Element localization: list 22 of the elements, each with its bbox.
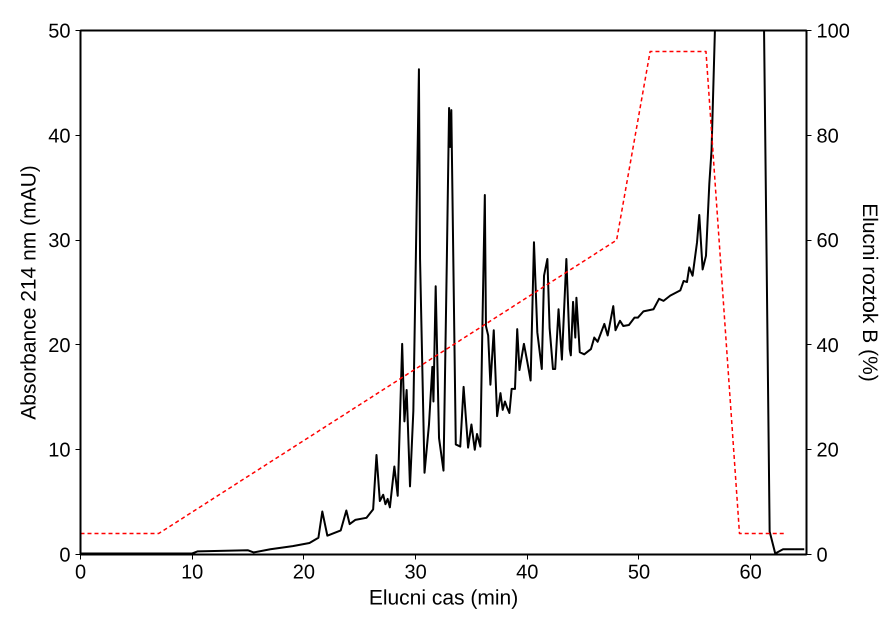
x-tick-label: 20 bbox=[292, 562, 316, 584]
y-tick-label: 50 bbox=[48, 20, 71, 42]
y-tick-label: 20 bbox=[48, 334, 71, 357]
y2-tick-label: 60 bbox=[816, 230, 839, 252]
x-tick-label: 40 bbox=[516, 562, 538, 584]
y2-tick-label: 0 bbox=[816, 544, 828, 566]
y-tick-label: 0 bbox=[59, 544, 70, 566]
x-tick-label: 30 bbox=[404, 562, 427, 584]
y2-tick-label: 20 bbox=[816, 440, 839, 462]
y-axis-title: Absorbance 214 nm (mAU) bbox=[17, 165, 40, 420]
x-tick-label: 60 bbox=[740, 562, 762, 584]
y2-tick-label: 40 bbox=[816, 334, 839, 357]
x-axis-title: Elucni cas (min) bbox=[368, 586, 518, 610]
y-tick-label: 10 bbox=[48, 440, 71, 462]
y-tick-label: 30 bbox=[48, 230, 71, 252]
x-tick-label: 50 bbox=[628, 562, 650, 584]
y2-tick-label: 100 bbox=[816, 20, 850, 42]
y2-tick-label: 80 bbox=[816, 125, 839, 148]
x-tick-label: 10 bbox=[181, 562, 204, 584]
x-tick-label: 0 bbox=[74, 562, 86, 584]
y2-axis-title: Elucni roztok B (%) bbox=[858, 203, 881, 382]
y-tick-label: 40 bbox=[48, 125, 71, 148]
